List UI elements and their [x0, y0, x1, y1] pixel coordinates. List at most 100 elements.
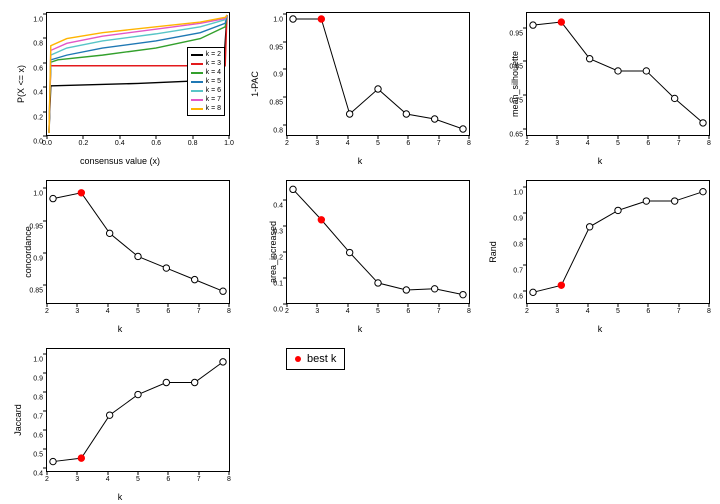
- xtick-label: 8: [707, 140, 711, 147]
- point: [643, 68, 649, 74]
- ytick-label: 0.2: [273, 255, 283, 262]
- plot-jaccard: [47, 349, 229, 471]
- point: [586, 56, 592, 62]
- plot-rand: [527, 181, 709, 303]
- ytick-label: 0.6: [33, 433, 43, 440]
- ytick-label: 0.95: [269, 44, 283, 51]
- xtick-label: 6: [406, 140, 410, 147]
- ylab-silhouette: mean_silhouette: [510, 51, 520, 117]
- ytick-label: 0.1: [273, 281, 283, 288]
- legend-row-k6: k = 6: [191, 86, 221, 95]
- xtick-label: 5: [616, 308, 620, 315]
- legend-label: k = 8: [206, 104, 221, 113]
- xtick-label: 5: [616, 140, 620, 147]
- legend-row-k8: k = 8: [191, 104, 221, 113]
- panel-cdf: P(X <= x) consensus value (x) 0.00.20.40…: [0, 0, 240, 168]
- point: [191, 379, 197, 385]
- point: [530, 289, 536, 295]
- xtick-label: 8: [467, 140, 471, 147]
- ytick-label: 0.85: [269, 100, 283, 107]
- xtick-label: 5: [136, 476, 140, 483]
- xlab-rand: k: [598, 324, 603, 334]
- point: [643, 198, 649, 204]
- xtick-label: 7: [677, 308, 681, 315]
- legend-swatch-icon: [191, 99, 203, 101]
- xtick-label: 2: [525, 140, 529, 147]
- ytick-label: 0.75: [509, 98, 523, 105]
- point: [135, 391, 141, 397]
- point: [375, 86, 381, 92]
- xlab-cdf: consensus value (x): [80, 156, 160, 166]
- xtick-label: 3: [315, 308, 319, 315]
- point: [135, 253, 141, 259]
- xlab-1pac: k: [358, 156, 363, 166]
- point: [106, 230, 112, 236]
- xtick-label: 4: [586, 140, 590, 147]
- xtick-label: 5: [376, 308, 380, 315]
- panel-concordance: concordance k 23456780.850.90.951.0: [0, 168, 240, 336]
- point-bestk: [318, 16, 324, 22]
- point: [346, 249, 352, 255]
- point: [700, 188, 706, 194]
- ytick-label: 0.95: [509, 30, 523, 37]
- xtick-label: 6: [646, 308, 650, 315]
- xtick-label: 3: [315, 140, 319, 147]
- ytick-label: 1.0: [33, 356, 43, 363]
- point: [615, 207, 621, 213]
- ytick-label: 0.8: [33, 41, 43, 48]
- ylab-cdf: P(X <= x): [16, 65, 26, 103]
- ytick-label: 0.7: [33, 414, 43, 421]
- xtick-label: 2: [285, 140, 289, 147]
- point: [290, 186, 296, 192]
- point: [220, 359, 226, 365]
- legend-row-k4: k = 4: [191, 68, 221, 77]
- ytick-label: 0.0: [273, 307, 283, 314]
- legend-label: k = 7: [206, 95, 221, 104]
- panel-silhouette: mean_silhouette k 23456780.650.750.850.9…: [480, 0, 720, 168]
- xtick-label: 0.8: [188, 140, 198, 147]
- point: [346, 111, 352, 117]
- xtick-label: 3: [555, 308, 559, 315]
- xtick-label: 8: [227, 308, 231, 315]
- xtick-label: 3: [555, 140, 559, 147]
- legend-swatch-icon: [191, 63, 203, 65]
- point: [403, 287, 409, 293]
- point: [615, 68, 621, 74]
- point: [375, 280, 381, 286]
- xtick-label: 7: [437, 140, 441, 147]
- point: [220, 288, 226, 294]
- xtick-label: 5: [136, 308, 140, 315]
- ytick-label: 0.4: [33, 471, 43, 478]
- ytick-label: 0.9: [33, 255, 43, 262]
- legend-row-k2: k = 2: [191, 50, 221, 59]
- legend-swatch-icon: [191, 90, 203, 92]
- ytick-label: 0.4: [33, 90, 43, 97]
- legend-swatch-icon: [191, 54, 203, 56]
- point-bestk: [78, 190, 84, 196]
- xtick-label: 6: [646, 140, 650, 147]
- point: [586, 224, 592, 230]
- xtick-label: 8: [227, 476, 231, 483]
- xtick-label: 5: [376, 140, 380, 147]
- legend-label: k = 2: [206, 50, 221, 59]
- xtick-label: 6: [166, 476, 170, 483]
- xtick-label: 0.0: [42, 140, 52, 147]
- panel-bestk-legend: best k: [240, 336, 480, 504]
- point-bestk: [558, 282, 564, 288]
- panel-1pac: 1-PAC k 23456780.80.850.90.951.0: [240, 0, 480, 168]
- legend-swatch-icon: [191, 81, 203, 83]
- xlab-area: k: [358, 324, 363, 334]
- plot-one_minus_pac: [287, 13, 469, 135]
- ytick-label: 0.7: [513, 268, 523, 275]
- ytick-label: 0.85: [29, 287, 43, 294]
- xtick-label: 6: [166, 308, 170, 315]
- xlab-jaccard: k: [118, 492, 123, 502]
- ytick-label: 0.9: [273, 72, 283, 79]
- bestk-dot-icon: [295, 356, 301, 362]
- xtick-label: 0.6: [151, 140, 161, 147]
- xtick-label: 7: [677, 140, 681, 147]
- bestk-label: best k: [307, 353, 336, 365]
- point: [431, 286, 437, 292]
- xtick-label: 7: [437, 308, 441, 315]
- legend-label: k = 5: [206, 77, 221, 86]
